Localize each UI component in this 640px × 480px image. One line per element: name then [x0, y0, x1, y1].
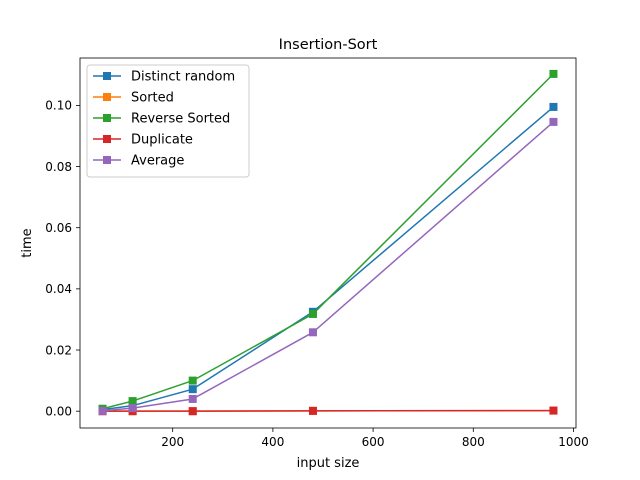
data-point	[549, 117, 558, 126]
y-tick-label: 0.02	[45, 343, 72, 357]
y-tick-label: 0.10	[45, 99, 72, 113]
x-axis: 200 400 600 800 1000	[161, 428, 589, 449]
data-point	[188, 376, 197, 385]
data-point	[549, 102, 558, 111]
legend-frame	[86, 64, 250, 178]
legend-label: Duplicate	[131, 133, 193, 148]
data-point	[308, 406, 317, 415]
data-point	[98, 406, 107, 415]
x-tick-label: 600	[362, 435, 385, 449]
series-average	[98, 117, 558, 415]
x-tick-label: 800	[462, 435, 485, 449]
legend-item: Sorted	[93, 91, 174, 106]
y-axis-label: time	[20, 228, 35, 257]
data-point	[128, 397, 137, 406]
legend-item: Average	[93, 154, 184, 169]
legend-label: Average	[131, 154, 184, 169]
y-tick-label: 0.00	[45, 404, 72, 418]
data-point	[188, 407, 197, 416]
legend-item: Duplicate	[93, 133, 193, 148]
legend-label: Sorted	[131, 91, 174, 106]
x-tick-label: 200	[161, 435, 184, 449]
y-tick-label: 0.06	[45, 221, 72, 235]
legend-swatch-marker	[103, 135, 111, 143]
legend: Distinct random Sorted Reverse Sorted Dupli…	[86, 64, 250, 178]
y-tick-label: 0.08	[45, 160, 72, 174]
legend-item: Distinct random	[93, 70, 235, 85]
legend-swatch-marker	[103, 72, 111, 80]
data-point	[549, 406, 558, 415]
legend-swatch-marker	[103, 156, 111, 164]
data-point	[308, 328, 317, 337]
y-axis: 0.00 0.02 0.04 0.06 0.08 0.10	[45, 99, 80, 418]
series-line	[102, 409, 554, 412]
data-point	[188, 394, 197, 403]
data-point	[308, 309, 317, 318]
plot-frame	[79, 57, 577, 429]
x-axis-label: input size	[297, 456, 360, 471]
data-point	[188, 385, 197, 394]
legend-swatch-marker	[103, 93, 111, 101]
legend-label: Reverse Sorted	[131, 112, 230, 127]
legend-item: Reverse Sorted	[93, 112, 230, 127]
x-tick-label: 400	[261, 435, 284, 449]
legend-swatch-marker	[103, 114, 111, 122]
data-point	[128, 404, 137, 413]
y-tick-label: 0.04	[45, 282, 72, 296]
x-tick-label: 1000	[558, 435, 589, 449]
series-layer	[98, 69, 558, 416]
data-point	[549, 69, 558, 78]
legend-label: Distinct random	[131, 70, 235, 85]
chart-title: Insertion-Sort	[279, 37, 378, 53]
